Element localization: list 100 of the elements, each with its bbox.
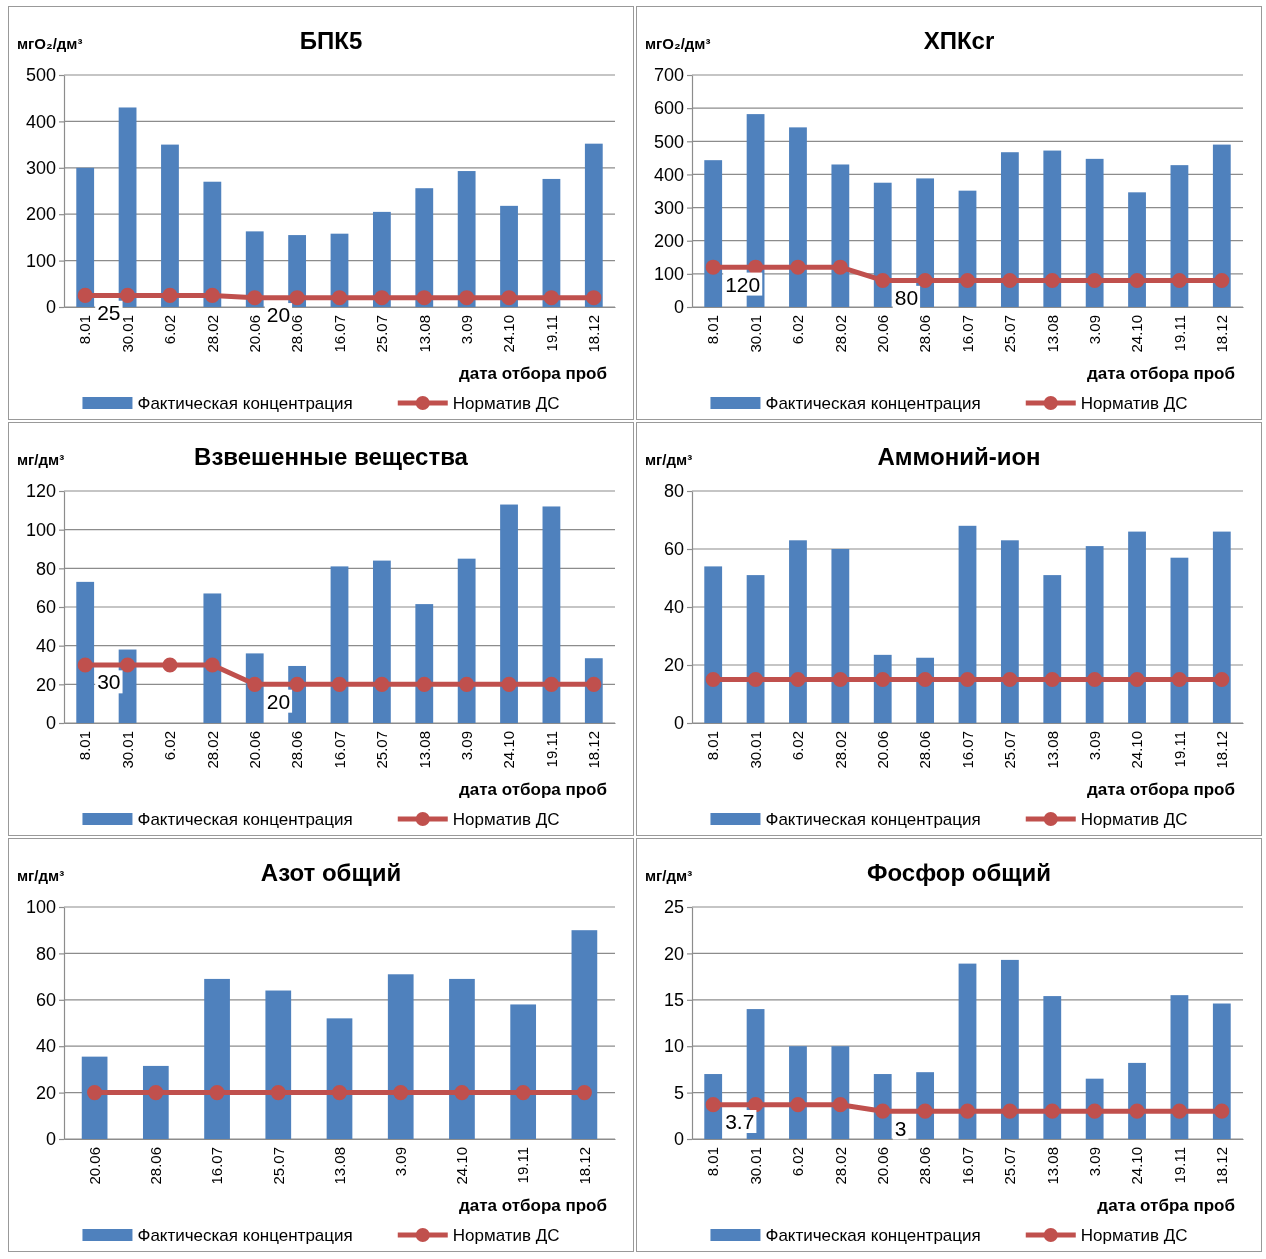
- x-tick-label: 18.12: [1213, 1147, 1231, 1185]
- y-tick-label: 80: [35, 943, 56, 964]
- x-axis-title: дата отбора проб: [458, 780, 607, 799]
- x-tick-label: 24.10: [453, 1147, 471, 1185]
- data-label: 120: [725, 272, 761, 296]
- x-tick-label: 3.09: [457, 315, 475, 345]
- x-tick-label: 19.11: [1170, 315, 1188, 352]
- bar: [203, 593, 222, 723]
- y-tick-label: 600: [653, 98, 684, 119]
- x-tick-label: 25.07: [1001, 315, 1019, 353]
- y-tick-label: 0: [673, 297, 684, 318]
- x-axis-title: дата отбора проб: [458, 364, 607, 383]
- chart-title: БПК5: [299, 27, 363, 54]
- bar: [542, 178, 561, 307]
- bar: [76, 581, 95, 723]
- x-tick-label: 28.02: [831, 1147, 849, 1185]
- y-axis-title: мг/дм³: [645, 867, 693, 884]
- y-tick-label: 60: [35, 990, 56, 1011]
- y-tick-label: 0: [45, 713, 56, 734]
- x-tick-label: 19.11: [542, 731, 560, 768]
- x-tick-label: 19.11: [1170, 1147, 1188, 1184]
- y-axis-title: мг/дм³: [17, 451, 65, 468]
- chart-title: ХПКcr: [923, 27, 995, 54]
- y-tick-label: 40: [35, 635, 56, 656]
- bar: [789, 540, 807, 723]
- legend-label: Норматив ДС: [1080, 1225, 1188, 1245]
- x-tick-label: 3.09: [391, 1147, 409, 1177]
- bar: [1212, 1003, 1231, 1139]
- y-tick-label: 0: [45, 1129, 56, 1150]
- x-tick-label: 18.12: [585, 315, 603, 353]
- bar: [831, 549, 850, 723]
- x-tick-label: 6.02: [161, 731, 179, 761]
- x-axis-title: дата отбра проб: [1097, 1196, 1235, 1215]
- x-tick-label: 18.12: [585, 731, 603, 769]
- x-tick-label: 28.02: [203, 731, 221, 769]
- bar: [500, 504, 518, 723]
- legend-label: Норматив ДС: [452, 393, 560, 413]
- legend-label: Норматив ДС: [452, 809, 560, 829]
- legend-label: Фактическая концентрация: [765, 393, 981, 413]
- legend-label: Фактическая концентрация: [765, 809, 981, 829]
- x-tick-label: 28.02: [831, 315, 849, 353]
- x-axis-title: дата отбора проб: [1086, 780, 1235, 799]
- x-tick-label: 25.07: [373, 731, 391, 769]
- x-tick-label: 6.02: [789, 315, 807, 345]
- x-tick-label: 20.06: [245, 731, 263, 769]
- x-tick-label: 3.09: [1085, 1147, 1103, 1177]
- x-tick-label: 16.07: [958, 315, 976, 353]
- x-tick-label: 20.06: [873, 1147, 891, 1185]
- bar: [1212, 531, 1231, 723]
- bar: [789, 127, 807, 307]
- y-axis-title: мг/дм³: [17, 867, 65, 884]
- x-tick-label: 24.10: [1128, 1147, 1146, 1185]
- data-label: 25: [97, 300, 121, 324]
- legend-label: Фактическая концентрация: [137, 809, 353, 829]
- y-tick-label: 5: [673, 1082, 684, 1103]
- x-tick-label: 8.01: [76, 731, 94, 761]
- x-tick-label: 13.08: [1043, 731, 1061, 769]
- x-tick-label: 20.06: [85, 1147, 103, 1185]
- x-tick-label: 13.08: [1043, 1147, 1061, 1185]
- data-label: 30: [97, 670, 121, 694]
- bar: [76, 167, 95, 307]
- y-tick-label: 60: [35, 597, 56, 618]
- x-tick-label: 20.06: [873, 315, 891, 353]
- bar: [1170, 557, 1189, 723]
- bar: [457, 558, 476, 723]
- bar: [387, 974, 414, 1139]
- x-tick-label: 18.12: [1213, 315, 1231, 353]
- x-tick-label: 28.06: [916, 1147, 934, 1185]
- y-tick-label: 700: [653, 65, 684, 86]
- x-tick-label: 19.11: [514, 1147, 532, 1184]
- bar: [415, 188, 434, 307]
- bar: [415, 604, 434, 723]
- x-tick-label: 30.01: [746, 1147, 764, 1185]
- x-tick-label: 16.07: [958, 1147, 976, 1185]
- bar: [1043, 575, 1062, 723]
- x-tick-label: 18.12: [1213, 731, 1231, 769]
- bar: [1000, 959, 1019, 1139]
- y-tick-label: 100: [653, 264, 684, 285]
- x-tick-label: 28.02: [831, 731, 849, 769]
- x-tick-label: 3.09: [1085, 315, 1103, 345]
- bar: [746, 575, 765, 723]
- x-tick-label: 8.01: [76, 315, 94, 345]
- bar: [1170, 995, 1189, 1139]
- x-tick-label: 30.01: [746, 315, 764, 353]
- y-tick-label: 0: [673, 713, 684, 734]
- y-tick-label: 60: [663, 539, 684, 560]
- x-tick-label: 16.07: [208, 1147, 226, 1185]
- x-tick-label: 13.08: [415, 731, 433, 769]
- y-tick-label: 100: [25, 897, 56, 918]
- x-tick-label: 18.12: [575, 1147, 593, 1185]
- y-tick-label: 20: [35, 1082, 56, 1103]
- legend-label: Фактическая концентрация: [137, 393, 353, 413]
- x-tick-label: 25.07: [269, 1147, 287, 1185]
- y-tick-label: 500: [25, 65, 56, 86]
- x-tick-label: 8.01: [704, 315, 722, 345]
- x-tick-label: 3.09: [1085, 731, 1103, 761]
- y-tick-label: 40: [35, 1036, 56, 1057]
- x-tick-label: 8.01: [704, 731, 722, 761]
- x-tick-label: 16.07: [330, 315, 348, 353]
- x-tick-label: 3.09: [457, 731, 475, 761]
